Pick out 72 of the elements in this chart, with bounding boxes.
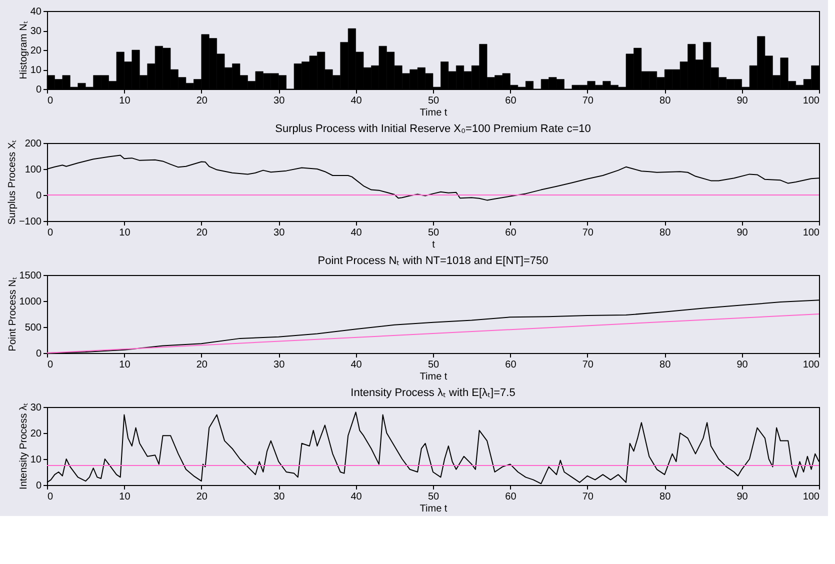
- x-tick-label: 40: [350, 228, 362, 238]
- y-tick-label: 0: [36, 480, 42, 492]
- x-tick-label: 90: [736, 228, 748, 238]
- x-tick-label: 30: [274, 228, 286, 238]
- x-tick-label: 30: [274, 492, 286, 502]
- x-tick-label: 100: [802, 360, 820, 370]
- x-tick-label: 80: [660, 360, 672, 370]
- y-tick-label: −100: [18, 216, 42, 228]
- x-tick-label: 70: [582, 96, 594, 106]
- y-tick-label: 0: [36, 190, 42, 202]
- x-tick-label: 40: [350, 360, 362, 370]
- y-tick-label: 30: [30, 402, 42, 414]
- x-tick-label: 50: [428, 492, 440, 502]
- chart-title: Point Process Nₜ with NT=1018 and E[NT]=750: [318, 255, 548, 267]
- x-tick-label: 40: [350, 96, 362, 106]
- x-tick-label: 60: [505, 228, 517, 238]
- y-tick-label: 1000: [19, 296, 42, 308]
- x-tick-label: 20: [196, 228, 208, 238]
- y-axis-title: Point Process Nₜ: [7, 276, 18, 352]
- x-tick-label: 80: [660, 228, 672, 238]
- x-tick-label: 10: [119, 96, 131, 106]
- x-tick-label: 100: [802, 492, 820, 502]
- x-tick-label: 90: [736, 96, 748, 106]
- x-axis-title: Time t: [420, 504, 448, 514]
- x-tick-label: 60: [505, 360, 517, 370]
- x-tick-label: 40: [350, 492, 362, 502]
- x-tick-label: 30: [274, 360, 286, 370]
- y-tick-label: 500: [24, 322, 42, 334]
- y-tick-label: 30: [30, 26, 42, 37]
- x-tick-label: 0: [48, 492, 54, 502]
- x-tick-label: 100: [802, 228, 820, 238]
- x-tick-label: 100: [802, 96, 820, 106]
- x-tick-label: 10: [119, 228, 131, 238]
- x-tick-label: 20: [196, 96, 208, 106]
- y-tick-label: 20: [30, 46, 42, 56]
- y-tick-label: 0: [36, 84, 42, 96]
- x-tick-label: 0: [48, 360, 54, 370]
- y-axis-title: Surplus Process Xₜ: [6, 139, 18, 225]
- x-tick-label: 20: [196, 360, 208, 370]
- x-tick-label: 70: [582, 228, 594, 238]
- y-tick-label: 40: [30, 6, 42, 18]
- y-axis-title: Histogram Nₜ: [18, 20, 30, 80]
- x-tick-label: 90: [736, 360, 748, 370]
- x-tick-label: 70: [582, 360, 594, 370]
- x-tick-label: 10: [119, 492, 131, 502]
- y-axis-title: Intensity Process λₜ: [18, 402, 30, 490]
- y-tick-label: 0: [36, 348, 42, 360]
- x-axis-title: Time t: [420, 372, 448, 382]
- x-tick-label: 20: [196, 492, 208, 502]
- x-axis-title: Time t: [420, 108, 448, 118]
- y-tick-label: 20: [30, 428, 42, 440]
- y-tick-label: 10: [30, 454, 42, 466]
- x-tick-label: 90: [736, 492, 748, 502]
- x-tick-label: 50: [428, 96, 440, 106]
- x-tick-label: 0: [48, 96, 54, 106]
- x-tick-label: 80: [660, 492, 672, 502]
- x-tick-label: 50: [428, 228, 440, 238]
- x-tick-label: 60: [505, 492, 517, 502]
- x-tick-label: 80: [660, 96, 672, 106]
- y-tick-label: 10: [30, 65, 42, 76]
- x-tick-label: 70: [582, 492, 594, 502]
- x-axis-title: t: [432, 240, 436, 250]
- x-tick-label: 0: [48, 228, 54, 238]
- chart-title: Surplus Process with Initial Reserve X₀=100 Premium Rate c=10: [275, 123, 591, 135]
- x-tick-label: 60: [505, 96, 517, 106]
- y-tick-label: 100: [24, 164, 42, 176]
- chart-title: Intensity Process λₜ with E[λₜ]=7.5: [350, 387, 516, 399]
- x-tick-label: 10: [119, 360, 131, 370]
- y-tick-label: 200: [24, 138, 42, 150]
- x-tick-label: 50: [428, 360, 440, 370]
- x-tick-label: 30: [274, 96, 286, 106]
- y-tick-label: 1500: [19, 270, 42, 282]
